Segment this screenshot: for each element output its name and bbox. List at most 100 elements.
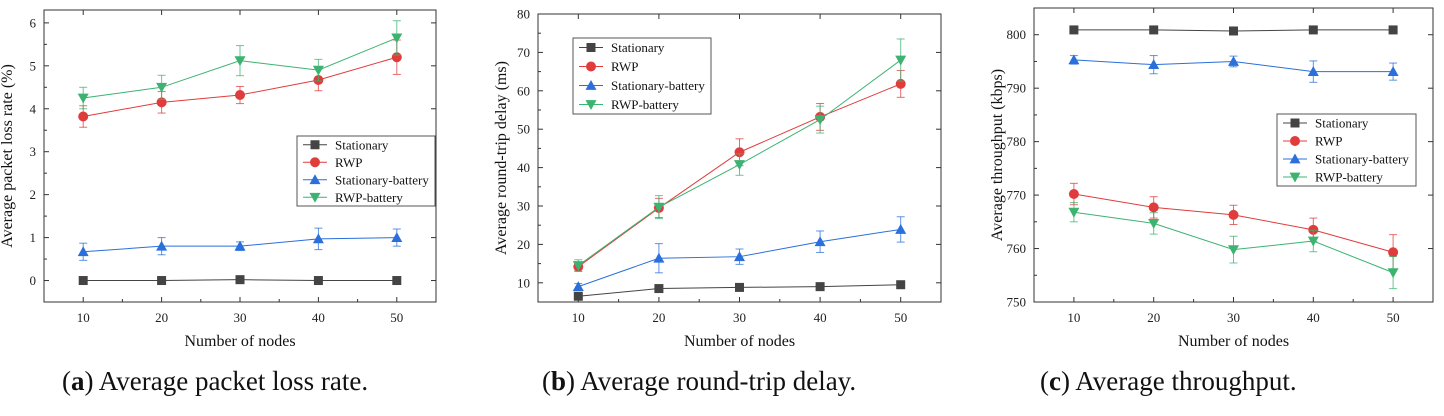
data-point: [1068, 207, 1080, 218]
data-point: [77, 93, 89, 104]
legend-marker: [1290, 118, 1300, 128]
data-point: [78, 276, 88, 286]
caption-c-letter: c: [1049, 366, 1061, 396]
x-tick-label: 40: [1307, 310, 1320, 325]
chart-b: 10 20 30 40 50 10 20 30 40 50 60 70 80 Number of node…: [493, 7, 942, 350]
x-tick-label: 30: [234, 310, 247, 325]
x-tick-label: 40: [312, 310, 325, 325]
data-point: [1307, 236, 1319, 247]
data-point: [1388, 247, 1399, 258]
legend-label: Stationary-battery: [1315, 152, 1409, 167]
data-point: [1148, 202, 1159, 213]
x-axis-label: Number of nodes: [184, 333, 295, 350]
data-point: [653, 202, 665, 213]
data-point: [392, 276, 402, 286]
y-tick-label: 80: [517, 7, 530, 22]
legend-box: [572, 37, 712, 115]
series-stationary-battery: [77, 227, 403, 261]
x-tick-label: 10: [572, 310, 585, 325]
data-point: [1308, 224, 1319, 235]
x-tick-label: 50: [390, 310, 403, 325]
y-axis-label: Average packet loss rate (%): [0, 64, 16, 248]
data-point: [313, 276, 323, 286]
legend-marker: [586, 43, 596, 52]
legend-marker: [585, 100, 597, 110]
y-tick-label: 4: [30, 101, 37, 116]
chart-a: 10 20 30 40 50 0 1 2 3 4 5 6 Number of nodes Average …: [0, 9, 437, 350]
data-point: [895, 223, 907, 234]
data-point: [1308, 25, 1318, 35]
data-point: [391, 232, 403, 242]
data-point: [734, 251, 745, 262]
data-point: [1387, 66, 1399, 77]
y-tick-label: 6: [30, 15, 37, 30]
y-tick-label: 70: [517, 45, 530, 60]
data-point: [653, 252, 665, 263]
legend-label: Stationary-battery: [335, 172, 429, 187]
data-point: [1148, 219, 1160, 229]
data-point: [78, 111, 89, 122]
data-point: [235, 275, 245, 285]
y-tick-label: 10: [517, 275, 530, 290]
data-point: [1069, 25, 1079, 35]
legend-marker: [310, 157, 320, 168]
y-tick-label: 40: [517, 160, 530, 175]
legend-label: RWP-battery: [1315, 170, 1383, 185]
legend-box: [296, 135, 436, 207]
data-point: [1307, 66, 1319, 77]
x-tick-label: 20: [652, 310, 665, 325]
data-point: [235, 90, 245, 101]
legend-label: RWP-battery: [611, 97, 679, 112]
legend-marker: [309, 174, 321, 185]
x-tick-label: 20: [155, 310, 168, 325]
data-point: [814, 115, 826, 126]
y-tick-label: 3: [30, 144, 37, 159]
series-rwp-battery: [1068, 202, 1399, 290]
legend-marker: [1289, 153, 1301, 164]
data-point: [896, 280, 906, 290]
y-tick-label: 5: [30, 58, 37, 73]
x-tick-label: 50: [1387, 310, 1400, 325]
x-axis-label: Number of nodes: [684, 333, 795, 350]
legend-marker: [310, 140, 320, 150]
series-rwp-battery: [77, 20, 403, 110]
data-point: [1068, 54, 1080, 65]
data-point: [734, 147, 745, 158]
data-point: [1229, 26, 1238, 36]
series-rwp: [1068, 182, 1399, 271]
legend-marker: [585, 80, 597, 90]
caption-b-text: Average round-trip delay.: [580, 366, 857, 396]
series-stationary-battery: [1068, 54, 1399, 83]
data-point: [1388, 25, 1398, 35]
data-point: [156, 82, 168, 93]
figure-svg: 10 20 30 40 50 0 1 2 3 4 5 6 Number of nodes Average …: [0, 7, 1434, 350]
legend-marker: [1289, 172, 1301, 183]
legend-marker: [1290, 136, 1300, 146]
data-point: [234, 56, 246, 67]
y-tick-label: 60: [517, 83, 530, 98]
legend-label: RWP: [611, 59, 638, 74]
y-tick-label: 30: [517, 199, 530, 214]
data-point: [157, 276, 167, 286]
y-tick-label: 770: [1007, 188, 1027, 203]
data-point: [572, 261, 584, 272]
data-point: [1228, 55, 1239, 66]
data-point: [1149, 25, 1159, 35]
legend-label: Stationary-battery: [611, 78, 705, 93]
caption-b-letter: b: [551, 366, 567, 396]
series-stationary: [1069, 25, 1398, 36]
data-point: [573, 291, 583, 301]
caption-c-text: Average throughput.: [1075, 366, 1297, 396]
data-point: [1387, 268, 1399, 279]
data-point: [1068, 189, 1079, 200]
data-point: [1228, 209, 1239, 220]
legend-label: Stationary: [1315, 116, 1369, 131]
y-tick-label: 800: [1007, 27, 1027, 42]
caption-a-text: Average packet loss rate.: [98, 366, 369, 396]
data-point: [895, 55, 907, 66]
data-point: [77, 246, 89, 257]
data-point: [572, 281, 584, 292]
legend-label: RWP-battery: [335, 190, 403, 205]
data-point: [1148, 59, 1160, 70]
